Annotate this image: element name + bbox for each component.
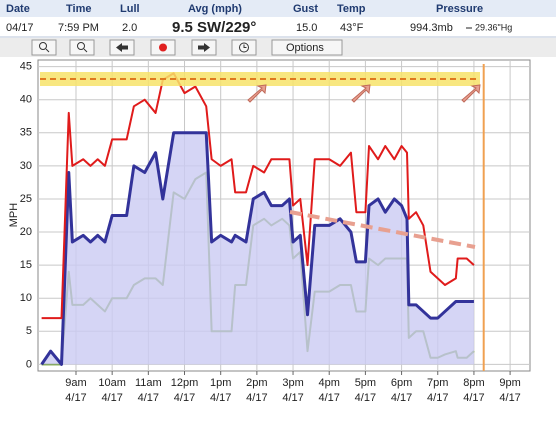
y-tick-label: 10 [20,292,32,304]
x-tick-date: 4/17 [427,392,448,404]
header-label: Date [6,3,30,15]
time: 7:59 PM [58,22,99,34]
x-tick-date: 4/17 [138,392,159,404]
header-label: Avg (mph) [188,3,242,15]
x-tick-label: 4pm [319,377,340,389]
pressure-hg: 29.36"Hg [475,22,512,32]
pressure-mb: 994.3mb [410,22,453,34]
gust: 15.0 [296,22,317,34]
zoom-out-button[interactable] [69,39,95,56]
x-tick-date: 4/17 [282,392,303,404]
header-label: Gust [293,3,318,15]
header-label: Lull [120,3,140,15]
x-tick-date: 4/17 [391,392,412,404]
series-line [40,131,474,366]
series-line [41,72,475,320]
y-axis-title: MPH [8,203,20,228]
y-tick-label: 30 [20,160,32,172]
y-tick-label: 15 [20,259,32,271]
zoom-in-button[interactable] [31,39,57,56]
avg: 9.5 SW/229° [172,19,256,36]
back-button[interactable] [109,39,135,56]
direction-markers [247,84,481,103]
x-tick-label: 1pm [210,377,231,389]
y-tick-label: 40 [20,94,32,106]
x-tick-label: 3pm [282,377,303,389]
x-tick-label: 2pm [246,377,267,389]
y-tick-label: 35 [20,127,32,139]
y-tick-label: 20 [20,226,32,238]
x-tick-label: 6pm [391,377,412,389]
x-tick-label: 10am [98,377,126,389]
x-tick-date: 4/17 [101,392,122,404]
forward-button[interactable] [191,39,217,56]
lull: 2.0 [122,22,137,34]
x-tick-date: 4/17 [246,392,267,404]
x-tick-label: 9pm [499,377,520,389]
y-tick-label: 45 [20,61,32,73]
x-tick-date: 4/17 [65,392,86,404]
date: 04/17 [6,22,34,34]
x-tick-date: 4/17 [463,392,484,404]
x-tick-label: 11am [135,377,162,389]
trend-line [289,210,476,249]
header-bar [0,0,556,17]
options-label: Options [286,42,324,54]
temp: 43°F [340,22,364,34]
plot [38,60,530,371]
y-tick-label: 0 [26,358,32,370]
x-tick-date: 4/17 [319,392,340,404]
x-tick-date: 4/17 [355,392,376,404]
header-label: Pressure [436,3,483,15]
record-button[interactable] [150,39,176,56]
x-tick-date: 4/17 [174,392,195,404]
x-tick-label: 7pm [427,377,448,389]
header-label: Temp [337,3,366,15]
x-tick-label: 5pm [355,377,376,389]
x-tick-label: 8pm [463,377,484,389]
header-label: Time [66,3,91,15]
area [41,132,474,365]
clock-button[interactable] [231,39,257,56]
x-tick-label: 12pm [171,377,199,389]
x-tick-date: 4/17 [499,392,520,404]
x-tick-label: 9am [65,377,86,389]
y-tick-label: 5 [26,325,32,337]
options-button[interactable]: Options [271,39,343,56]
x-tick-date: 4/17 [210,392,231,404]
y-tick-label: 25 [20,193,32,205]
